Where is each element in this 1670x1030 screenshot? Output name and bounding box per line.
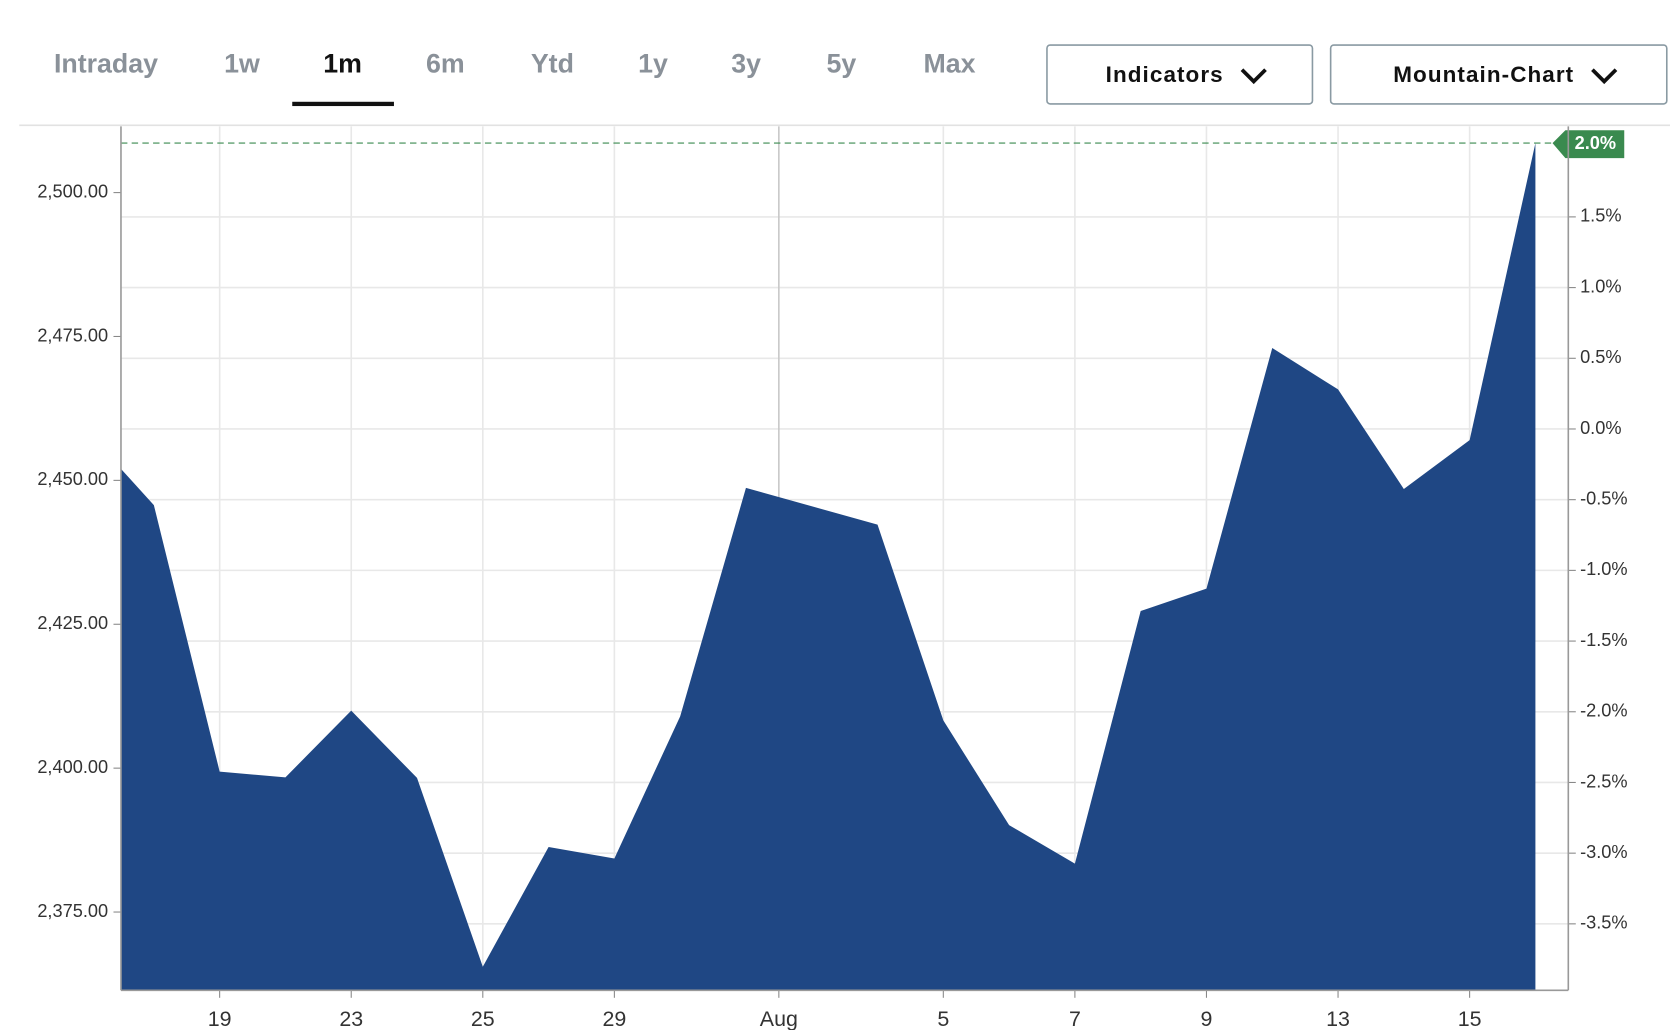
x-tick-label: 25 xyxy=(471,1007,495,1030)
y2-tick-label: 1.5% xyxy=(1580,206,1621,226)
dropdown-button[interactable] xyxy=(1046,44,1314,105)
tab[interactable]: 3y xyxy=(731,48,761,78)
x-tick-label: 19 xyxy=(208,1007,232,1030)
tab[interactable]: 1w xyxy=(224,48,260,78)
tab[interactable]: 5y xyxy=(827,48,857,78)
x-tick-label: 23 xyxy=(339,1007,363,1030)
y2-tick-label: 0.0% xyxy=(1580,418,1621,438)
chevron-icon xyxy=(1240,68,1267,85)
tab-underline xyxy=(292,101,394,107)
tab[interactable]: Intraday xyxy=(54,48,158,78)
tab[interactable]: 1m xyxy=(323,48,362,78)
y-tick-label: 2,400.00 xyxy=(37,757,108,777)
y2-tick-label: -1.0% xyxy=(1580,559,1628,579)
tab[interactable]: 6m xyxy=(426,48,465,78)
y2-tick-label: -2.5% xyxy=(1580,771,1628,791)
dropdown-label: Indicators xyxy=(1106,62,1224,87)
y2-tick-label: 0.5% xyxy=(1580,347,1621,367)
dropdown-button[interactable] xyxy=(1329,44,1668,105)
dropdown-label: Mountain-Chart xyxy=(1393,62,1574,87)
y-tick-label: 2,475.00 xyxy=(37,325,108,345)
y2-tick-label: -3.5% xyxy=(1580,913,1628,933)
last-value-label: 2.0% xyxy=(1575,133,1616,153)
tab[interactable]: 1y xyxy=(638,48,668,78)
x-tick-label: 7 xyxy=(1069,1007,1081,1030)
y-tick-label: 2,450.00 xyxy=(37,469,108,489)
last-value-badge xyxy=(1552,130,1625,159)
chevron-icon xyxy=(1591,68,1618,85)
x-tick-label: 9 xyxy=(1201,1007,1213,1030)
y2-tick-label: -1.5% xyxy=(1580,630,1628,650)
x-tick-label: 29 xyxy=(602,1007,626,1030)
tab[interactable]: Ytd xyxy=(531,48,574,78)
y2-tick-label: -2.0% xyxy=(1580,701,1628,721)
y-tick-label: 2,500.00 xyxy=(37,181,108,201)
x-tick-label: 15 xyxy=(1458,1007,1482,1030)
y-tick-label: 2,375.00 xyxy=(37,901,108,921)
y2-tick-label: -0.5% xyxy=(1580,488,1628,508)
x-tick-label: Aug xyxy=(760,1007,798,1030)
y2-tick-label: -3.0% xyxy=(1580,842,1628,862)
x-tick-label: 13 xyxy=(1326,1007,1350,1030)
y2-tick-label: 1.0% xyxy=(1580,276,1621,296)
y-tick-label: 2,425.00 xyxy=(37,613,108,633)
area xyxy=(120,143,1536,991)
tab[interactable]: Max xyxy=(924,48,976,78)
x-tick-label: 5 xyxy=(937,1007,949,1030)
